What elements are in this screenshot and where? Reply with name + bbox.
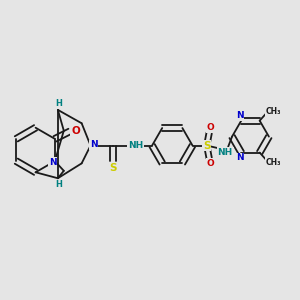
- Text: CH₃: CH₃: [265, 107, 281, 116]
- Text: NH: NH: [128, 141, 143, 150]
- Text: CH₃: CH₃: [265, 158, 281, 166]
- Text: S: S: [203, 140, 211, 151]
- Text: N: N: [236, 111, 244, 120]
- Text: NH: NH: [218, 148, 233, 157]
- Text: H: H: [55, 180, 62, 189]
- Text: S: S: [109, 163, 117, 172]
- Text: N: N: [236, 153, 244, 162]
- Text: O: O: [71, 125, 80, 136]
- Text: N: N: [49, 158, 56, 166]
- Text: H: H: [55, 99, 62, 108]
- Text: O: O: [206, 123, 214, 132]
- Text: O: O: [206, 159, 214, 168]
- Text: N: N: [90, 140, 97, 149]
